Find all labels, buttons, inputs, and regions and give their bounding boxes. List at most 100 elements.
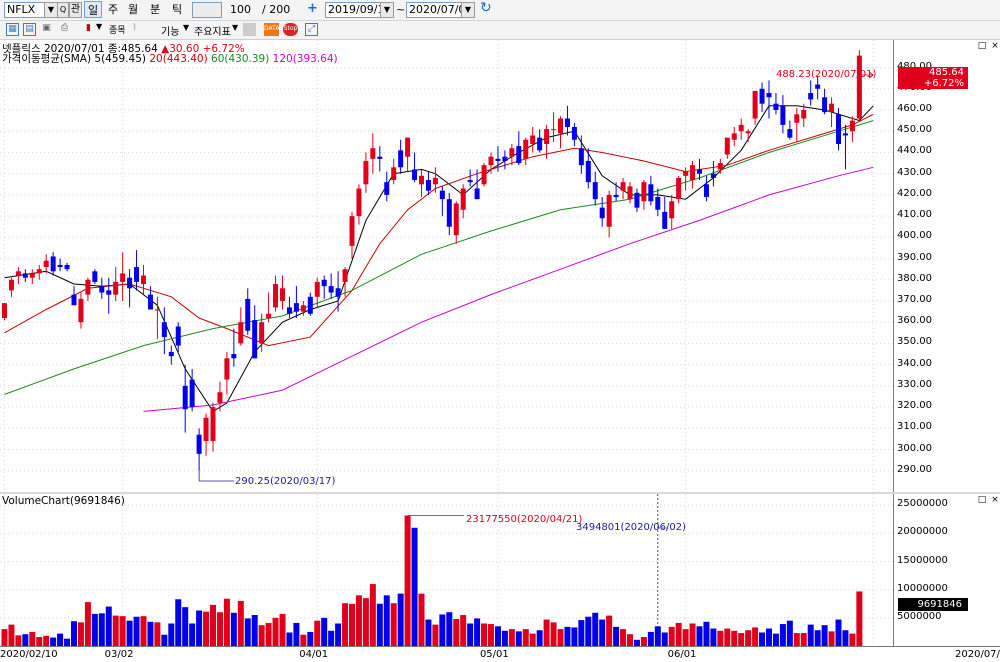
volume-bar: [397, 593, 404, 646]
color-swatch-icon[interactable]: [243, 23, 256, 36]
volume-chart[interactable]: [0, 494, 893, 646]
tick-unit-input[interactable]: [192, 2, 222, 18]
volume-bar: [161, 634, 168, 646]
period-tab-day[interactable]: 일: [84, 1, 102, 18]
candle-body: [537, 137, 543, 151]
candle-body: [731, 133, 737, 140]
period-tab-month[interactable]: 월: [127, 3, 139, 16]
volume-bar: [460, 615, 467, 646]
candle-body: [641, 182, 647, 202]
candle-body: [627, 186, 633, 200]
price-tick-label: 370.00: [897, 294, 932, 305]
end-date-dropdown-icon[interactable]: ▼: [461, 2, 475, 18]
candle-body: [328, 286, 334, 293]
price-panel-close-icon[interactable]: ×: [991, 41, 999, 51]
price-tick-label: 400.00: [897, 230, 932, 242]
save-icon[interactable]: ▣: [42, 23, 51, 33]
volume-panel-minimize-icon[interactable]: □: [977, 495, 987, 505]
price-change: ▲30.60 +6.72%: [161, 43, 245, 55]
panel-divider[interactable]: [0, 492, 1000, 494]
candle-body: [391, 167, 397, 181]
candle-body: [405, 137, 411, 157]
candle-body: [266, 313, 272, 318]
volume-bar: [251, 615, 258, 646]
price-tick-label: 360.00: [897, 315, 932, 327]
drawing-tool-icon[interactable]: ⌇: [132, 23, 137, 33]
candle-body: [801, 110, 807, 119]
relation-button[interactable]: 관: [69, 2, 82, 18]
function-dropdown-icon[interactable]: ▼: [183, 23, 190, 32]
period-tab-tick[interactable]: 틱: [171, 3, 183, 16]
split-icon[interactable]: ▤: [23, 23, 36, 36]
candle-type-icon[interactable]: ▮: [86, 23, 91, 33]
function-menu[interactable]: 기능: [161, 27, 180, 38]
time-tick-label: 2020/07/01: [955, 649, 1000, 660]
time-tick-label: 05/01: [479, 649, 509, 660]
period-label[interactable]: 종목: [109, 26, 126, 36]
volume-bar: [474, 618, 481, 646]
end-date-input[interactable]: 2020/07/01: [406, 2, 472, 18]
candle-body: [99, 286, 105, 293]
current-price-tag: 485.64 +6.72%: [898, 67, 968, 89]
candle-body: [634, 192, 640, 208]
indicator-dropdown-icon[interactable]: ▼: [232, 23, 239, 32]
candle-body: [245, 298, 251, 331]
period-tab-minute[interactable]: 분: [149, 3, 161, 16]
candle-body: [8, 279, 14, 291]
candle-body: [356, 188, 362, 217]
start-date-input[interactable]: 2019/09/17: [325, 2, 391, 18]
volume-bar: [307, 631, 314, 646]
volume-bar: [300, 634, 307, 646]
print-icon[interactable]: ⎙: [60, 23, 69, 33]
volume-bar: [592, 612, 599, 646]
symbol-dropdown-icon[interactable]: ▼: [44, 2, 58, 18]
volume-bar: [821, 625, 828, 646]
candle-body: [592, 182, 598, 200]
add-icon[interactable]: +: [307, 1, 318, 16]
volume-tick-label: 15000000: [897, 554, 948, 566]
candle-body: [697, 169, 702, 174]
candle-body: [231, 354, 237, 359]
candle-body: [210, 407, 216, 442]
candle-type-dropdown-icon[interactable]: ▼: [96, 22, 103, 31]
ma20-line: [4, 113, 874, 347]
candle-body: [439, 190, 445, 200]
volume-bar: [613, 626, 620, 646]
period-tab-week[interactable]: 주: [107, 3, 119, 16]
volume-bar: [772, 633, 779, 646]
price-chart[interactable]: [0, 40, 893, 492]
volume-bar: [43, 635, 50, 646]
volume-bar: [147, 621, 154, 646]
count-input[interactable]: 100: [230, 3, 251, 16]
refresh-icon[interactable]: ↻: [480, 0, 492, 16]
volume-max-annotation: 23177550(2020/04/21): [466, 514, 583, 525]
candle-body: [703, 184, 709, 198]
volume-panel-close-icon[interactable]: ×: [991, 495, 999, 505]
volume-bar: [258, 625, 265, 646]
stop-icon[interactable]: Stop: [283, 23, 298, 36]
candle-body: [189, 379, 195, 408]
candle-body: [293, 303, 299, 312]
price-tick-label: 300.00: [897, 442, 932, 454]
price-tick-label: 340.00: [897, 357, 932, 369]
volume-bar: [578, 620, 585, 646]
volume-bar: [175, 599, 182, 646]
volume-bar: [77, 622, 84, 646]
price-panel-minimize-icon[interactable]: □: [977, 41, 987, 51]
start-date-dropdown-icon[interactable]: ▼: [380, 2, 394, 18]
data-icon[interactable]: DATA: [264, 23, 279, 36]
symbol-input[interactable]: NFLX: [4, 2, 46, 18]
volume-bar: [265, 622, 272, 646]
indicator-menu[interactable]: 주요지표: [194, 27, 231, 38]
candle-body: [794, 114, 800, 123]
candle-body: [57, 264, 63, 268]
layout-icon[interactable]: ▦: [6, 23, 19, 36]
expand-icon[interactable]: ⤢: [305, 23, 318, 36]
volume-tick-label: 5000000: [897, 610, 942, 622]
price-tick-label: 290.00: [897, 463, 932, 475]
volume-bar: [606, 615, 613, 646]
search-button[interactable]: Q: [57, 2, 69, 18]
volume-bar: [488, 624, 494, 646]
candle-body: [571, 127, 577, 140]
volume-bar: [286, 632, 293, 646]
